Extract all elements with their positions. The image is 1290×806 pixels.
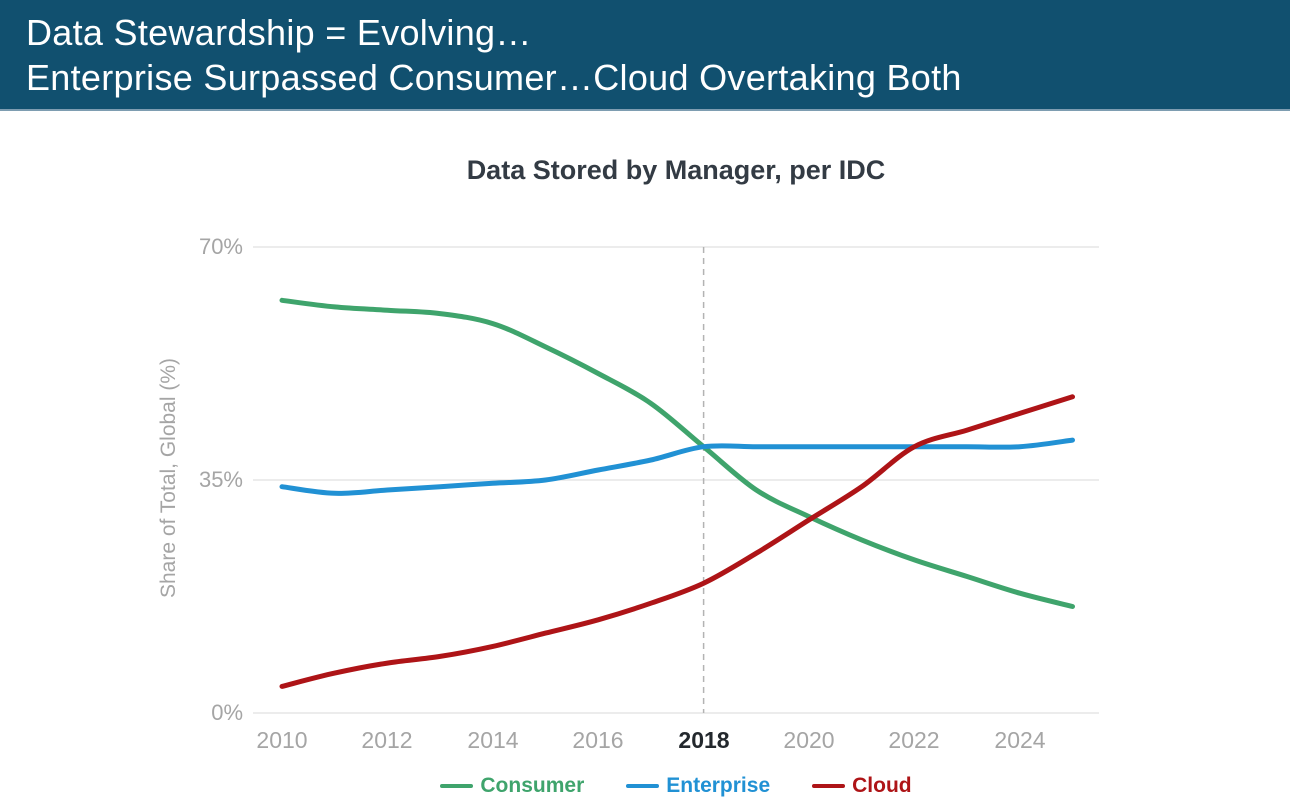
legend-label-cloud: Cloud xyxy=(852,774,912,797)
slide-header-banner: Data Stewardship = Evolving… Enterprise … xyxy=(0,0,1290,111)
header-title-line-1: Data Stewardship = Evolving… xyxy=(26,12,532,53)
y-tick-label-35%: 35% xyxy=(198,467,243,492)
x-tick-label-2014: 2014 xyxy=(467,727,519,753)
x-tick-label-2018: 2018 xyxy=(678,727,730,753)
legend-item-consumer: Consumer xyxy=(440,774,584,798)
legend-line-swatch-enterprise xyxy=(626,784,660,788)
x-tick-label-2020: 2020 xyxy=(783,727,835,753)
x-tick-label-2022: 2022 xyxy=(888,727,940,753)
x-tick-label-2010: 2010 xyxy=(256,727,308,753)
legend-item-enterprise: Enterprise xyxy=(626,774,770,798)
series-line-cloud xyxy=(279,394,1075,689)
x-tick-label-2016: 2016 xyxy=(572,727,624,753)
chart-title: Data Stored by Manager, per IDC xyxy=(466,155,886,185)
x-tick-label-2012: 2012 xyxy=(361,727,413,753)
legend-label-consumer: Consumer xyxy=(480,774,585,797)
series-line-enterprise xyxy=(279,437,1075,496)
x-tick-label-2024: 2024 xyxy=(994,727,1046,753)
y-tick-label-0%: 0% xyxy=(211,700,243,725)
y-tick-label-70%: 70% xyxy=(198,234,243,259)
legend-line-swatch-consumer xyxy=(440,784,474,788)
chart-legend: Consumer Enterprise Cloud xyxy=(253,774,1099,798)
header-title-line-2: Enterprise Surpassed Consumer…Cloud Over… xyxy=(26,57,962,98)
legend-label-enterprise: Enterprise xyxy=(666,774,771,797)
legend-line-swatch-cloud xyxy=(812,784,846,788)
legend-item-cloud: Cloud xyxy=(812,774,912,798)
series-line-consumer xyxy=(279,297,1075,609)
